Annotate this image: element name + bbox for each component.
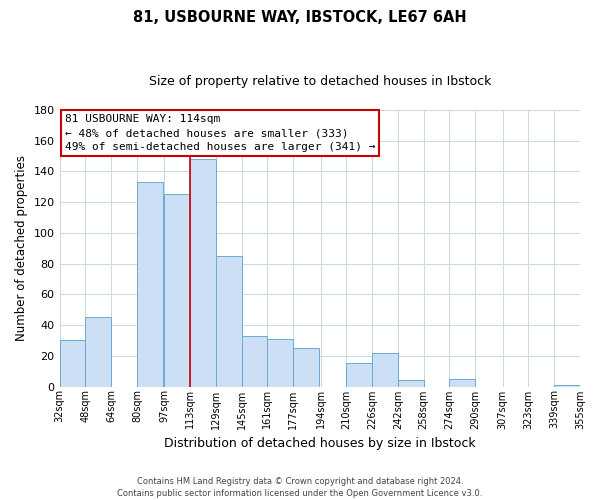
Bar <box>190 159 216 386</box>
Y-axis label: Number of detached properties: Number of detached properties <box>15 156 28 342</box>
Text: Contains HM Land Registry data © Crown copyright and database right 2024.
Contai: Contains HM Land Registry data © Crown c… <box>118 476 482 498</box>
Text: 81, USBOURNE WAY, IBSTOCK, LE67 6AH: 81, USBOURNE WAY, IBSTOCK, LE67 6AH <box>133 10 467 25</box>
Bar <box>268 339 293 386</box>
X-axis label: Distribution of detached houses by size in Ibstock: Distribution of detached houses by size … <box>164 437 476 450</box>
Title: Size of property relative to detached houses in Ibstock: Size of property relative to detached ho… <box>149 75 491 88</box>
Bar <box>449 379 475 386</box>
Bar <box>137 182 163 386</box>
Bar <box>216 256 242 386</box>
Bar <box>346 364 372 386</box>
Bar <box>164 194 190 386</box>
Bar <box>293 348 319 387</box>
Bar <box>372 352 398 386</box>
Bar <box>242 336 268 386</box>
Bar <box>85 318 111 386</box>
Bar <box>59 340 85 386</box>
Bar <box>554 385 580 386</box>
Bar <box>398 380 424 386</box>
Text: 81 USBOURNE WAY: 114sqm
← 48% of detached houses are smaller (333)
49% of semi-d: 81 USBOURNE WAY: 114sqm ← 48% of detache… <box>65 114 375 152</box>
